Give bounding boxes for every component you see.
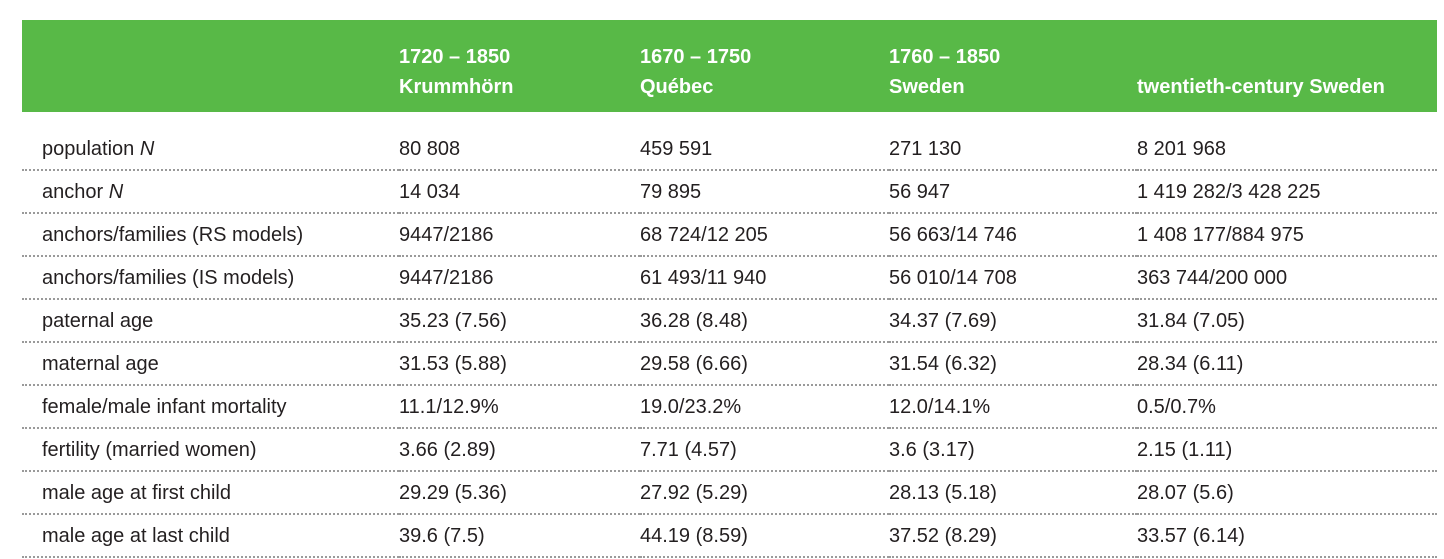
row-label: anchors/families (RS models) <box>22 213 399 257</box>
row-label: anchors/families (IS models) <box>22 256 399 300</box>
table-cell: 35.23 (7.56) <box>399 299 640 343</box>
header-name: Sweden <box>889 76 965 98</box>
table-cell: 29.29 (5.36) <box>399 471 640 515</box>
row-label-text: paternal age <box>42 309 154 332</box>
table-body: population N 80 808 459 591 271 130 8 201 96… <box>22 112 1437 558</box>
header-cell-twentieth-century-sweden: twentieth-century Sweden <box>1137 20 1437 112</box>
row-label-symbol: N <box>139 137 155 160</box>
row-label: fertility (married women) <box>22 428 399 472</box>
table-cell: 56 947 <box>889 170 1137 214</box>
table-cell: 271 130 <box>889 128 1137 171</box>
table-row: anchors/families (RS models) 9447/2186 68 … <box>22 213 1437 257</box>
table-cell: 1 419 282/3 428 225 <box>1137 170 1437 214</box>
table-cell: 36.28 (8.48) <box>640 299 889 343</box>
table-cell: 27.92 (5.29) <box>640 471 889 515</box>
table-cell: 31.84 (7.05) <box>1137 299 1437 343</box>
header-cell-sweden: 1760 – 1850 Sweden <box>889 20 1137 112</box>
table-cell: 3.6 (3.17) <box>889 428 1137 472</box>
table-cell: 79 895 <box>640 170 889 214</box>
table-cell: 37.52 (8.29) <box>889 514 1137 558</box>
table-cell: 56 663/14 746 <box>889 213 1137 257</box>
header-name: Krummhörn <box>399 76 514 98</box>
header-period: 1670 – 1750 <box>640 46 752 68</box>
table-cell: 31.53 (5.88) <box>399 342 640 386</box>
table-cell: 11.1/12.9% <box>399 385 640 429</box>
header-cell-empty <box>22 20 399 112</box>
table-cell: 9447/2186 <box>399 213 640 257</box>
table-cell: 28.13 (5.18) <box>889 471 1137 515</box>
table-cell: 19.0/23.2% <box>640 385 889 429</box>
row-label: female/male infant mortality <box>22 385 399 429</box>
table-cell: 34.37 (7.69) <box>889 299 1137 343</box>
row-label: male age at last child <box>22 514 399 558</box>
table-row: paternal age 35.23 (7.56) 36.28 (8.48) 34.3… <box>22 299 1437 343</box>
row-label-text: male age at first child <box>42 481 231 504</box>
table-cell: 56 010/14 708 <box>889 256 1137 300</box>
row-label-text: population <box>42 137 135 160</box>
table-cell: 3.66 (2.89) <box>399 428 640 472</box>
table-header: 1720 – 1850 Krummhörn 1670 – 1750 Québec… <box>22 20 1437 112</box>
row-label: male age at first child <box>22 471 399 515</box>
row-label-text: anchor <box>42 180 104 203</box>
table-cell: 1 408 177/884 975 <box>1137 213 1437 257</box>
row-label-text: fertility (married women) <box>42 438 257 461</box>
table-cell: 33.57 (6.14) <box>1137 514 1437 558</box>
table-row: male age at last child 39.6 (7.5) 44.19 (8… <box>22 514 1437 558</box>
table-row: fertility (married women) 3.66 (2.89) 7.71… <box>22 428 1437 472</box>
table-cell: 28.07 (5.6) <box>1137 471 1437 515</box>
table-row: population N 80 808 459 591 271 130 8 201 96… <box>22 128 1437 171</box>
header-name: twentieth-century Sweden <box>1137 76 1385 98</box>
header-cell-quebec: 1670 – 1750 Québec <box>640 20 889 112</box>
table-cell: 31.54 (6.32) <box>889 342 1137 386</box>
population-statistics-table: 1720 – 1850 Krummhörn 1670 – 1750 Québec… <box>22 20 1437 558</box>
header-name: Québec <box>640 76 714 98</box>
table-row: female/male infant mortality 11.1/12.9% 19… <box>22 385 1437 429</box>
row-label-text: anchors/families (RS models) <box>42 223 304 246</box>
table-cell: 29.58 (6.66) <box>640 342 889 386</box>
table-row: anchor N 14 034 79 895 56 947 1 419 282/3 42… <box>22 170 1437 214</box>
row-label: paternal age <box>22 299 399 343</box>
row-label: anchor N <box>22 170 399 214</box>
table-cell: 28.34 (6.11) <box>1137 342 1437 386</box>
header-period: 1760 – 1850 <box>889 46 1001 68</box>
row-label: maternal age <box>22 342 399 386</box>
table-cell: 68 724/12 205 <box>640 213 889 257</box>
table-cell: 0.5/0.7% <box>1137 385 1437 429</box>
row-label-text: anchors/families (IS models) <box>42 266 295 289</box>
table-cell: 8 201 968 <box>1137 128 1437 171</box>
table-cell: 61 493/11 940 <box>640 256 889 300</box>
row-label: population N <box>22 128 399 171</box>
row-label-text: female/male infant mortality <box>42 395 287 418</box>
table-cell: 14 034 <box>399 170 640 214</box>
table-cell: 7.71 (4.57) <box>640 428 889 472</box>
table-cell: 2.15 (1.11) <box>1137 428 1437 472</box>
row-label-symbol: N <box>108 180 124 203</box>
table-row: maternal age 31.53 (5.88) 29.58 (6.66) 31.5… <box>22 342 1437 386</box>
table-row: male age at first child 29.29 (5.36) 27.92… <box>22 471 1437 515</box>
table-cell: 459 591 <box>640 128 889 171</box>
header-cell-krummhorn: 1720 – 1850 Krummhörn <box>399 20 640 112</box>
row-label-text: male age at last child <box>42 524 230 547</box>
table-spacer <box>22 112 1437 128</box>
header-period: 1720 – 1850 <box>399 46 511 68</box>
row-label-text: maternal age <box>42 352 159 375</box>
table-cell: 363 744/200 000 <box>1137 256 1437 300</box>
table-row: anchors/families (IS models) 9447/2186 61 … <box>22 256 1437 300</box>
table-cell: 39.6 (7.5) <box>399 514 640 558</box>
header-row: 1720 – 1850 Krummhörn 1670 – 1750 Québec… <box>22 20 1437 112</box>
data-table-container: 1720 – 1850 Krummhörn 1670 – 1750 Québec… <box>22 20 1437 558</box>
table-cell: 9447/2186 <box>399 256 640 300</box>
table-cell: 12.0/14.1% <box>889 385 1137 429</box>
table-cell: 44.19 (8.59) <box>640 514 889 558</box>
table-cell: 80 808 <box>399 128 640 171</box>
